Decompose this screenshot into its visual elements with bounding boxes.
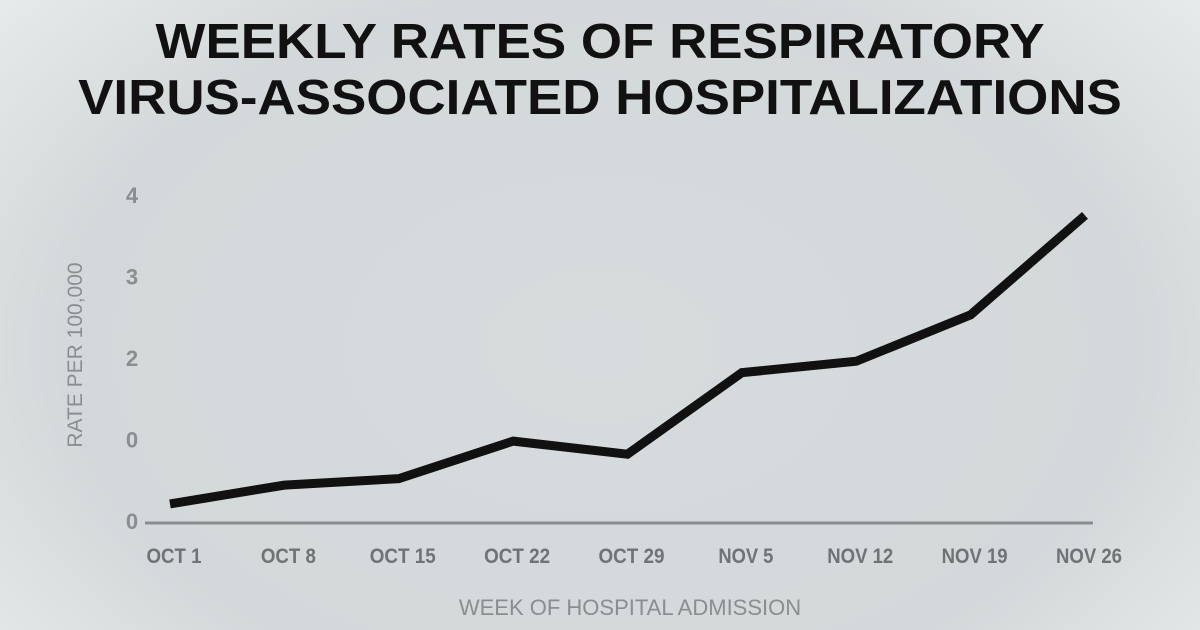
x-axis-label: WEEK OF HOSPITAL ADMISSION (458, 595, 802, 620)
x-tick-label: OCT 15 (370, 545, 436, 568)
x-tick-label: OCT 8 (261, 545, 316, 568)
x-tick-label: OCT 1 (147, 545, 202, 568)
x-tick-label: NOV 26 (1056, 545, 1122, 568)
chart-title: WEEKLY RATES OF RESPIRATORY VIRUS-ASSOCI… (0, 14, 1200, 126)
y-tick-label: 4 (126, 183, 139, 208)
title-line-2: VIRUS-ASSOCIATED HOSPITALIZATIONS (78, 71, 1122, 125)
y-tick-label: 0 (126, 428, 138, 453)
title-line-1: WEEKLY RATES OF RESPIRATORY (155, 15, 1045, 69)
series-line (169, 211, 1088, 509)
x-tick-label: NOV 19 (942, 545, 1008, 568)
x-tick-label: OCT 29 (599, 545, 665, 568)
y-tick-label: 2 (126, 346, 138, 371)
y-tick-label: 3 (126, 265, 138, 290)
x-tick-label: OCT 22 (484, 545, 550, 568)
y-tick-label: 0 (126, 509, 138, 534)
x-tick-label: NOV 12 (827, 545, 893, 568)
x-tick-label: NOV 5 (718, 545, 773, 568)
